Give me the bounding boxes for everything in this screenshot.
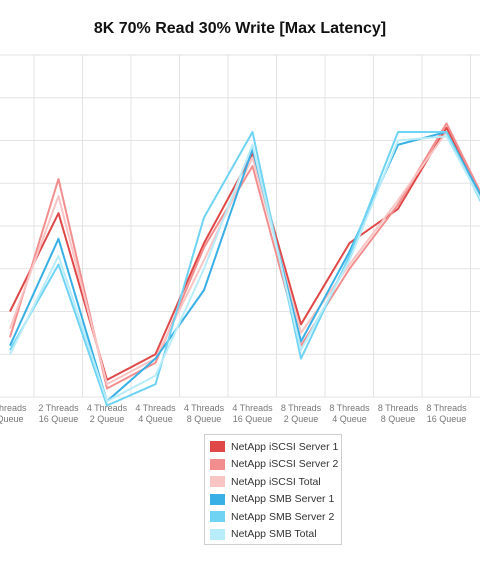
chart-title: 8K 70% Read 30% Write [Max Latency]: [93, 20, 387, 37]
legend: NetApp iSCSI Server 1 NetApp iSCSI Server…: [204, 434, 342, 545]
legend-item[interactable]: NetApp SMB Server 1: [210, 491, 336, 509]
legend-swatch: [210, 476, 225, 488]
legend-label: NetApp SMB Server 1: [231, 493, 335, 506]
legend-swatch: [210, 458, 225, 470]
x-tick-label: 8 Threads 2 Queue: [281, 403, 322, 424]
series-lines: [9, 122, 480, 407]
legend-item[interactable]: NetApp iSCSI Total: [210, 473, 336, 491]
legend-label: NetApp iSCSI Total: [231, 475, 321, 488]
series-line-netapp-smb-total: [9, 135, 480, 403]
legend-label: NetApp iSCSI Server 2: [231, 458, 339, 471]
legend-swatch: [210, 528, 225, 540]
legend-swatch: [210, 493, 225, 505]
legend-label: NetApp SMB Server 2: [231, 510, 335, 523]
x-tick-label: 8 Threads 4 Queue: [329, 403, 370, 424]
x-tick-label: ThreadsQueue: [0, 403, 27, 424]
x-tick-label: 2 Threads 16 Queue: [38, 403, 79, 424]
legend-label: NetApp iSCSI Server 1: [231, 440, 339, 453]
legend-label: NetApp SMB Total: [231, 528, 317, 541]
x-tick-label: 4 Threads 4 Queue: [135, 403, 176, 424]
legend-item[interactable]: NetApp SMB Total: [210, 526, 336, 544]
grid-lines: [0, 54, 480, 398]
x-tick-label: 4 Threads 8 Queue: [184, 403, 225, 424]
x-tick-label: 8 Threads 16 Queue: [426, 403, 467, 424]
x-tick-label: 4 Threads 16 Queue: [232, 403, 273, 424]
legend-item[interactable]: NetApp iSCSI Server 1: [210, 438, 339, 456]
x-tick-label: 4 Threads 2 Queue: [87, 403, 128, 424]
legend-swatch: [210, 511, 225, 523]
series-line-netapp-iscsi-total: [9, 130, 480, 386]
legend-swatch: [210, 441, 225, 453]
legend-item[interactable]: NetApp SMB Server 2: [210, 508, 336, 526]
legend-item[interactable]: NetApp iSCSI Server 2: [210, 456, 339, 474]
x-tick-label: 8 Threads 8 Queue: [378, 403, 419, 424]
series-line-netapp-smb-server-1: [9, 130, 480, 403]
series-line-netapp-smb-server-2: [9, 130, 480, 407]
